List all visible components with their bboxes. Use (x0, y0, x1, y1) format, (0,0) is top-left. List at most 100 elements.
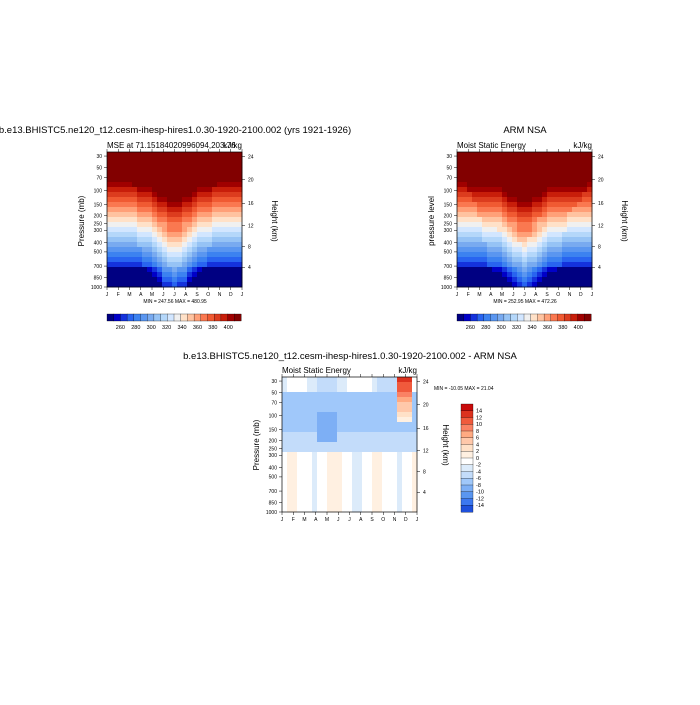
contour-cell (157, 167, 163, 173)
contour-cell (217, 157, 223, 163)
contour-cell (567, 217, 573, 223)
contour-cell (317, 427, 323, 433)
contour-cell (127, 267, 133, 273)
contour-cell (477, 157, 483, 163)
contour-cell (147, 167, 153, 173)
contour-cell (392, 452, 398, 458)
contour-cell (117, 197, 123, 203)
x-tick-label: J (241, 292, 244, 298)
contour-cell (577, 177, 583, 183)
contour-cell (182, 157, 188, 163)
contour-cell (367, 467, 373, 473)
contour-cell (382, 487, 388, 493)
contour-cell (537, 252, 543, 258)
colorbar-tick-label: 340 (527, 325, 536, 331)
contour-cell (542, 177, 548, 183)
contour-cell (487, 247, 493, 253)
contour-cell (557, 272, 563, 278)
contour-cell (302, 452, 308, 458)
contour-cell (577, 242, 583, 248)
contour-cell (582, 217, 588, 223)
contour-cell (392, 462, 398, 468)
y2-tick-label: 4 (423, 490, 426, 496)
contour-cell (142, 177, 148, 183)
contour-cell (202, 187, 208, 193)
contour-cell (127, 237, 133, 243)
contour-cell (357, 447, 363, 453)
contour-cell (292, 497, 298, 503)
colorbar-swatch (543, 313, 552, 322)
contour-cell (517, 227, 523, 233)
contour-cell (322, 417, 328, 423)
contour-cell (167, 247, 173, 253)
contour-cell (462, 217, 468, 223)
contour-cell (372, 387, 378, 393)
panel-obs-stats: MIN = 252.95 MAX = 472.26 (493, 299, 557, 305)
contour-cell (167, 162, 173, 168)
contour-cell (587, 172, 593, 178)
colorbar-tick-label: 280 (131, 325, 140, 331)
contour-cell (487, 182, 493, 188)
contour-cell (182, 237, 188, 243)
contour-cell (407, 412, 413, 418)
contour-cell (537, 152, 543, 158)
contour-cell (527, 257, 533, 263)
contour-cell (197, 202, 203, 208)
contour-cell (287, 422, 293, 428)
contour-cell (307, 417, 313, 423)
y-tick-label: 50 (446, 165, 452, 171)
colorbar-swatch (550, 313, 558, 322)
contour-cell (512, 237, 518, 243)
contour-cell (377, 382, 383, 388)
contour-cell (502, 187, 508, 193)
contour-cell (527, 282, 533, 288)
x-tick-label: A (489, 292, 493, 298)
colorbar-swatch (200, 313, 208, 322)
contour-cell (127, 197, 133, 203)
contour-cell (477, 247, 483, 253)
contour-cell (292, 492, 298, 498)
contour-cell (477, 262, 483, 268)
contour-cell (377, 457, 383, 463)
contour-cell (142, 242, 148, 248)
contour-cell (377, 437, 383, 443)
contour-cell (332, 452, 338, 458)
contour-cell (547, 257, 553, 263)
contour-cell (392, 402, 398, 408)
colorbar-swatch (180, 313, 188, 322)
contour-cell (292, 462, 298, 468)
contour-cell (492, 227, 498, 233)
colorbar-tick-label: 320 (162, 325, 171, 331)
contour-cell (487, 167, 493, 173)
contour-cell (137, 187, 143, 193)
contour-cell (297, 447, 303, 453)
contour-cell (302, 392, 308, 398)
contour-cell (302, 422, 308, 428)
contour-cell (352, 492, 358, 498)
contour-cell (172, 152, 178, 158)
contour-cell (387, 422, 393, 428)
contour-cell (197, 217, 203, 223)
contour-cell (237, 172, 243, 178)
x-tick-label: J (106, 292, 109, 298)
contour-cell (197, 162, 203, 168)
contour-cell (372, 507, 378, 513)
contour-cell (327, 497, 333, 503)
y-tick-label: 850 (94, 275, 103, 281)
contour-cell (227, 267, 233, 273)
colorbar-tick-label: 2 (476, 449, 479, 455)
contour-cell (107, 257, 113, 263)
contour-cell (312, 467, 318, 473)
contour-cell (542, 212, 548, 218)
contour-cell (372, 382, 378, 388)
contour-cell (547, 277, 553, 283)
contour-cell (342, 472, 348, 478)
contour-cell (167, 227, 173, 233)
contour-cell (322, 487, 328, 493)
contour-cell (192, 252, 198, 258)
contour-cell (472, 157, 478, 163)
contour-cell (337, 382, 343, 388)
contour-cell (362, 442, 368, 448)
contour-cell (392, 472, 398, 478)
contour-cell (187, 177, 193, 183)
